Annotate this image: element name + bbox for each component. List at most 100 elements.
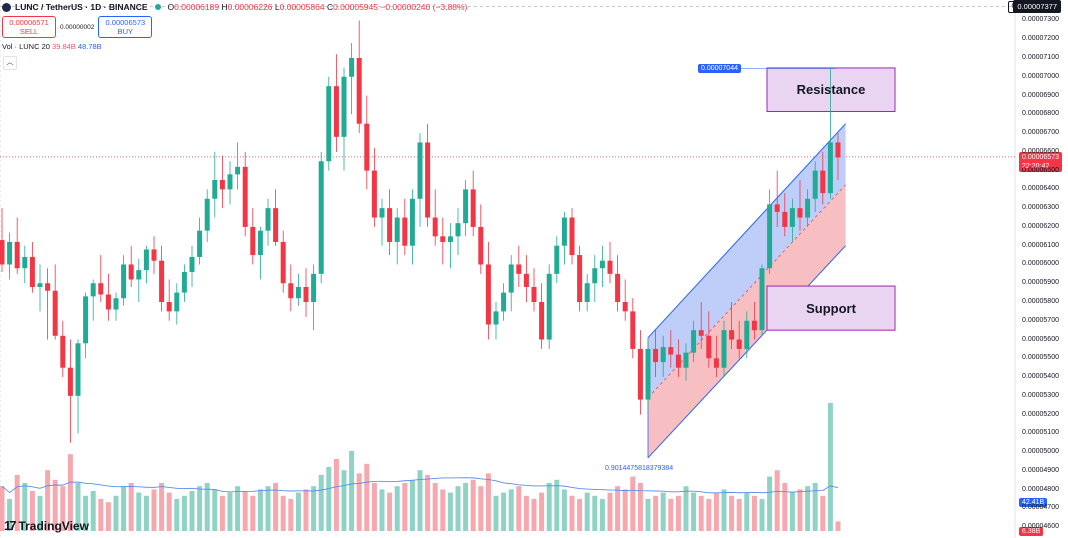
volume-legend[interactable]: Vol · LUNC 20 39.84B 48.78B — [2, 42, 102, 51]
volume-bar — [387, 492, 393, 531]
candle-body — [706, 335, 712, 359]
buy-label: BUY — [117, 27, 134, 36]
candle-body — [60, 335, 66, 368]
candle-body — [660, 347, 666, 363]
price-tick-label: 0.00004700 — [1022, 504, 1059, 512]
candle-body — [379, 208, 385, 218]
candle-body — [463, 189, 469, 224]
candle-body — [615, 273, 621, 303]
candle-body — [546, 273, 552, 340]
volume-bar — [425, 475, 431, 531]
candle-body — [52, 290, 58, 336]
candle-body — [364, 123, 370, 171]
candle-body — [736, 339, 742, 349]
volume-bar — [67, 454, 73, 531]
price-tick-label: 0.00006600 — [1022, 147, 1059, 155]
sell-price: 0.00006571 — [9, 18, 49, 27]
volume-bar — [113, 495, 119, 531]
price-tick-label: 0.00007200 — [1022, 35, 1059, 43]
candle-body — [356, 57, 362, 124]
candle-body — [577, 255, 583, 303]
candle-body — [653, 348, 659, 363]
high-value: 0.00006226 — [227, 2, 273, 12]
volume-bar — [52, 479, 58, 531]
volume-bar — [508, 489, 514, 531]
volume-bar — [349, 451, 355, 531]
volume-bar — [607, 492, 613, 531]
volume-ma-tag: 42.41B — [1019, 498, 1048, 507]
candle-body — [592, 268, 598, 284]
last-price: 0.00006573 — [1022, 154, 1059, 161]
volume-bar — [128, 483, 134, 531]
candle-body — [333, 86, 339, 137]
sell-button[interactable]: 0.00006571 SELL — [2, 16, 56, 38]
volume-bar — [447, 492, 453, 531]
price-tick-label: 0.00004800 — [1022, 485, 1059, 493]
volume-bar — [478, 486, 484, 531]
volume-bar — [326, 467, 332, 531]
volume-bar — [637, 483, 643, 531]
candle-body — [751, 320, 757, 331]
collapse-legend-icon[interactable]: ︿ — [3, 56, 17, 70]
volume-bar — [698, 495, 704, 531]
support-zone — [766, 285, 896, 331]
candle-body — [835, 142, 841, 158]
volume-bar — [295, 492, 301, 531]
volume-bar — [599, 499, 605, 531]
price-tick-label: 0.00007300 — [1022, 16, 1059, 24]
support-label: Support — [806, 301, 856, 316]
candle-body — [326, 86, 332, 162]
buy-button[interactable]: 0.00006573 BUY — [98, 16, 153, 38]
volume-bar — [432, 483, 438, 531]
channel-mid-line — [647, 184, 846, 398]
candle-body — [371, 170, 377, 218]
volume-bar — [782, 483, 788, 531]
candle-body — [257, 230, 263, 256]
candle-body — [607, 260, 613, 274]
channel-bottom-value: 0.9014475818379384 — [605, 465, 674, 472]
volume-bar — [166, 492, 172, 531]
candle-body — [508, 264, 514, 293]
volume-bar — [516, 486, 522, 531]
volume-bar — [257, 489, 263, 531]
candle-body — [219, 179, 225, 190]
volume-bar — [759, 499, 765, 531]
volume-bar — [592, 495, 598, 531]
candle-body — [812, 170, 818, 199]
volume-bar — [440, 489, 446, 531]
buy-price: 0.00006573 — [105, 18, 146, 27]
candle-body — [235, 166, 241, 175]
spread-value: 0.00000002 — [60, 23, 95, 31]
candle-body — [729, 330, 735, 340]
volume-bar — [242, 491, 248, 531]
channel-upper-fill — [648, 123, 846, 398]
volume-bar — [60, 486, 66, 531]
volume-bar — [835, 521, 841, 531]
candle-body — [197, 230, 203, 257]
volume-ma-line — [1, 477, 839, 494]
candle-body — [698, 330, 704, 336]
chart-header: LUNC / TetherUS · 1D · BINANCE O0.000061… — [2, 2, 467, 12]
volume-bar — [29, 491, 35, 531]
candle-body — [67, 367, 73, 396]
volume-bar — [121, 486, 127, 531]
candle-body — [668, 347, 674, 355]
candle-body — [143, 249, 149, 271]
candle-body — [774, 204, 780, 212]
volume-ma-value: 48.78B — [77, 42, 102, 51]
close-value: 0.00005945 — [333, 2, 378, 12]
volume-bar — [0, 486, 5, 531]
candle-body — [387, 208, 393, 242]
volume-bar — [645, 499, 651, 531]
price-tick-label: 0.00005800 — [1022, 298, 1059, 305]
candle-body — [98, 283, 104, 295]
volume-bar — [235, 486, 241, 531]
tradingview-logo[interactable]: 17 TradingView — [4, 518, 89, 533]
volume-bar — [288, 499, 294, 531]
volume-bar — [668, 499, 674, 531]
candle-body — [303, 286, 309, 303]
symbol-title[interactable]: LUNC / TetherUS · 1D · BINANCE — [15, 2, 148, 12]
price-tick-label: 0.00006000 — [1022, 260, 1059, 268]
candle-body — [113, 298, 119, 310]
